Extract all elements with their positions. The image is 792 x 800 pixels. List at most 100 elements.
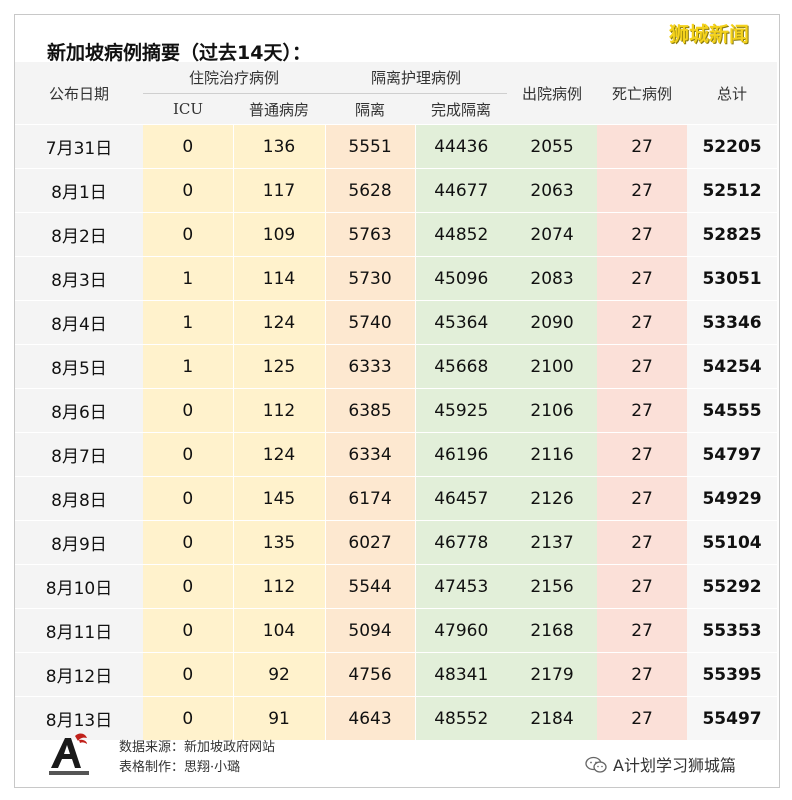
table-row: 8月6日 0 112 6385 45925 2106 27 54555 [15,388,778,433]
row-completed: 46457 [415,476,508,521]
row-date: 8月12日 [15,652,143,697]
row-deaths: 27 [597,432,688,477]
row-icu: 0 [143,520,234,565]
wechat-account-name: A计划学习狮城篇 [613,756,736,775]
table-row: 8月10日 0 112 5544 47453 2156 27 55292 [15,564,778,609]
row-deaths: 27 [597,608,688,653]
header-date: 公布日期 [15,62,143,125]
row-isolation: 5763 [325,212,416,257]
table-row: 8月3日 1 114 5730 45096 2083 27 53051 [15,256,778,301]
row-date: 8月13日 [15,696,143,740]
row-discharged: 2083 [507,256,598,301]
row-discharged: 2106 [507,388,598,433]
row-discharged: 2063 [507,168,598,213]
row-isolation: 5628 [325,168,416,213]
row-ward: 104 [233,608,326,653]
row-isolation: 5094 [325,608,416,653]
row-completed: 47453 [415,564,508,609]
row-total: 55353 [687,608,778,653]
row-deaths: 27 [597,300,688,345]
row-isolation: 6174 [325,476,416,521]
row-ward: 112 [233,564,326,609]
row-icu: 0 [143,652,234,697]
header-discharged: 出院病例 [507,62,598,125]
row-completed: 44852 [415,212,508,257]
row-ward: 145 [233,476,326,521]
table-row: 8月1日 0 117 5628 44677 2063 27 52512 [15,168,778,213]
header-completed: 完成隔离 [415,93,508,125]
row-ward: 117 [233,168,326,213]
row-icu: 1 [143,256,234,301]
row-total: 52512 [687,168,778,213]
row-ward: 92 [233,652,326,697]
row-deaths: 27 [597,476,688,521]
row-icu: 0 [143,696,234,740]
header-hospital-group: 住院治疗病例 [143,62,326,94]
row-total: 55292 [687,564,778,609]
wechat-account: A计划学习狮城篇 [585,752,736,776]
row-total: 55395 [687,652,778,697]
source-notes: 数据来源：新加坡政府网站 表格制作：思翔·小璐 [119,738,275,778]
row-ward: 91 [233,696,326,740]
row-deaths: 27 [597,256,688,301]
row-ward: 124 [233,432,326,477]
row-isolation: 6333 [325,344,416,389]
row-date: 8月8日 [15,476,143,521]
row-isolation: 5551 [325,124,416,169]
table-row: 8月13日 0 91 4643 48552 2184 27 55497 [15,696,778,740]
row-total: 55104 [687,520,778,565]
row-ward: 135 [233,520,326,565]
row-discharged: 2090 [507,300,598,345]
table-row: 7月31日 0 136 5551 44436 2055 27 52205 [15,124,778,169]
row-discharged: 2184 [507,696,598,740]
row-date: 8月4日 [15,300,143,345]
row-isolation: 5730 [325,256,416,301]
row-ward: 112 [233,388,326,433]
row-icu: 1 [143,300,234,345]
row-icu: 0 [143,564,234,609]
row-date: 8月1日 [15,168,143,213]
row-icu: 0 [143,608,234,653]
row-discharged: 2168 [507,608,598,653]
row-total: 54555 [687,388,778,433]
row-total: 53346 [687,300,778,345]
row-total: 52825 [687,212,778,257]
row-completed: 47960 [415,608,508,653]
row-isolation: 6027 [325,520,416,565]
row-completed: 45668 [415,344,508,389]
row-completed: 45364 [415,300,508,345]
row-isolation: 6385 [325,388,416,433]
row-deaths: 27 [597,520,688,565]
made-by-line: 表格制作：思翔·小璐 [119,760,241,775]
row-icu: 1 [143,344,234,389]
row-icu: 0 [143,168,234,213]
row-total: 54929 [687,476,778,521]
table-row: 8月7日 0 124 6334 46196 2116 27 54797 [15,432,778,477]
row-deaths: 27 [597,212,688,257]
row-deaths: 27 [597,124,688,169]
row-completed: 46778 [415,520,508,565]
header-total: 总计 [687,62,778,125]
row-icu: 0 [143,124,234,169]
row-date: 8月5日 [15,344,143,389]
table-row: 8月12日 0 92 4756 48341 2179 27 55395 [15,652,778,697]
row-isolation: 4643 [325,696,416,740]
row-icu: 0 [143,388,234,433]
header-deaths: 死亡病例 [597,62,688,125]
wechat-icon [585,756,607,773]
row-completed: 44677 [415,168,508,213]
row-ward: 136 [233,124,326,169]
row-ward: 109 [233,212,326,257]
row-completed: 46196 [415,432,508,477]
row-discharged: 2055 [507,124,598,169]
brand-watermark: 狮城新闻 [669,22,749,46]
row-ward: 124 [233,300,326,345]
row-date: 8月6日 [15,388,143,433]
row-total: 54254 [687,344,778,389]
table-row: 8月8日 0 145 6174 46457 2126 27 54929 [15,476,778,521]
row-discharged: 2074 [507,212,598,257]
row-deaths: 27 [597,344,688,389]
source-line: 数据来源：新加坡政府网站 [119,740,276,755]
row-total: 53051 [687,256,778,301]
row-completed: 48341 [415,652,508,697]
